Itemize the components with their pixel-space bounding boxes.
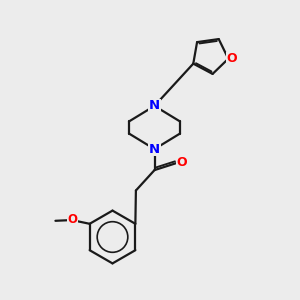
Text: N: N (149, 99, 160, 112)
Text: O: O (68, 213, 77, 226)
Text: O: O (177, 155, 188, 169)
Text: N: N (149, 142, 160, 156)
Text: O: O (226, 52, 237, 65)
